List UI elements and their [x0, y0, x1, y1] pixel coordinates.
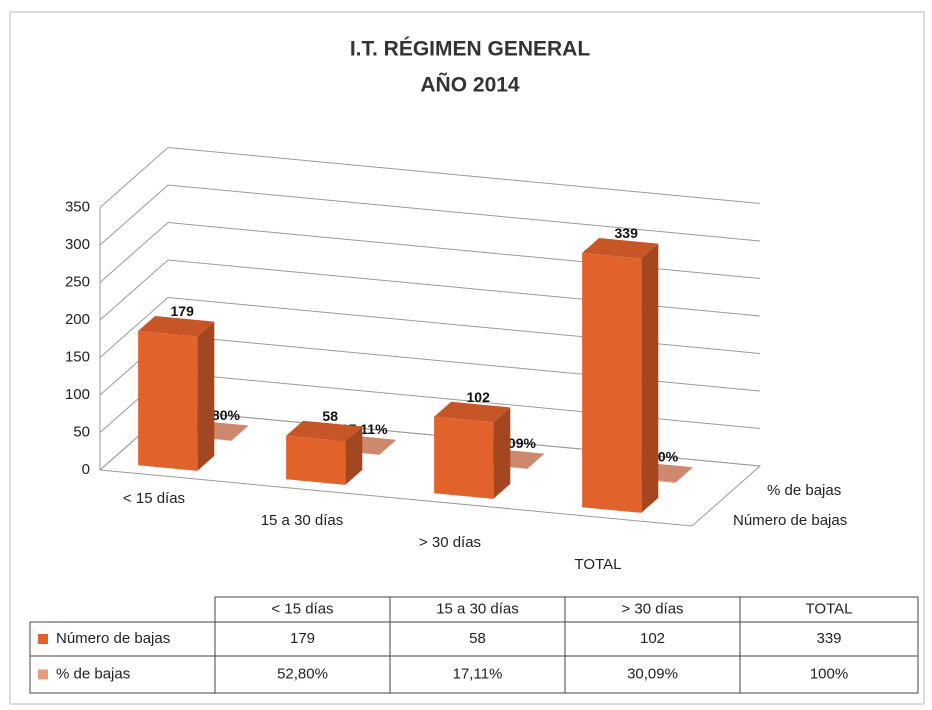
y-tick-label: 350 [65, 198, 90, 215]
y-tick-label: 200 [65, 311, 90, 328]
table-header: > 30 días [621, 600, 683, 617]
chart-subtitle: AÑO 2014 [420, 74, 520, 97]
table-cell: 339 [816, 630, 841, 647]
y-tick-label: 0 [82, 461, 90, 478]
table-header: TOTAL [806, 600, 853, 617]
grid-line [99, 221, 761, 283]
grid-line [99, 259, 761, 321]
table-cell: 100% [810, 665, 848, 682]
series-axis-label: Número de bajas [733, 512, 847, 529]
bar [286, 420, 363, 485]
bar [138, 316, 215, 471]
table-row-label: % de bajas [56, 665, 130, 682]
grid-line [99, 184, 761, 246]
bar-top [138, 316, 215, 337]
bar-front [286, 435, 346, 485]
chart-title: I.T. RÉGIMEN GENERAL [350, 38, 591, 61]
grid-line [99, 296, 761, 358]
x-tick-label: TOTAL [575, 556, 622, 573]
bar-top [582, 238, 659, 259]
bar-top [286, 420, 363, 442]
series-axis-label: % de bajas [767, 482, 841, 499]
data-label: 58 [322, 408, 338, 424]
table-row-label: Número de bajas [56, 630, 170, 647]
bar [582, 238, 659, 513]
table-header: < 15 días [271, 600, 333, 617]
x-tick-label: < 15 días [123, 490, 185, 507]
y-tick-label: 50 [73, 423, 90, 440]
x-tick-label: 15 a 30 días [261, 512, 344, 529]
table-cell: 102 [640, 630, 665, 647]
bar-front [138, 331, 198, 471]
bar-side [231, 425, 249, 441]
bar-front [582, 253, 642, 513]
bar-side [675, 467, 693, 483]
bar-side [641, 243, 659, 513]
table-frame [29, 621, 919, 694]
table-cell: 58 [469, 630, 486, 647]
table-header: 15 a 30 días [436, 600, 519, 617]
y-tick-label: 300 [65, 236, 90, 253]
legend-swatch [38, 634, 48, 644]
data-label: 102 [467, 389, 491, 405]
data-label: 339 [615, 225, 639, 241]
table-cell: 17,11% [453, 665, 503, 682]
x-tick-label: > 30 días [419, 534, 481, 551]
bar-front [434, 416, 494, 499]
table-cell: 179 [290, 630, 315, 647]
bar-side [493, 407, 511, 499]
bar-top [434, 401, 511, 423]
table-cell: 30,09% [627, 665, 678, 682]
table-cell: 52,80% [277, 665, 328, 682]
bar-side [197, 321, 215, 471]
y-tick-label: 150 [65, 348, 90, 365]
bar-side [345, 426, 363, 485]
grid-line [99, 146, 761, 208]
legend-swatch [38, 669, 48, 680]
data-label: 179 [171, 303, 195, 319]
y-tick-label: 250 [65, 273, 90, 290]
bar-side [527, 453, 545, 469]
bar [434, 401, 511, 499]
bar-side [379, 439, 397, 455]
y-tick-label: 100 [65, 386, 90, 403]
